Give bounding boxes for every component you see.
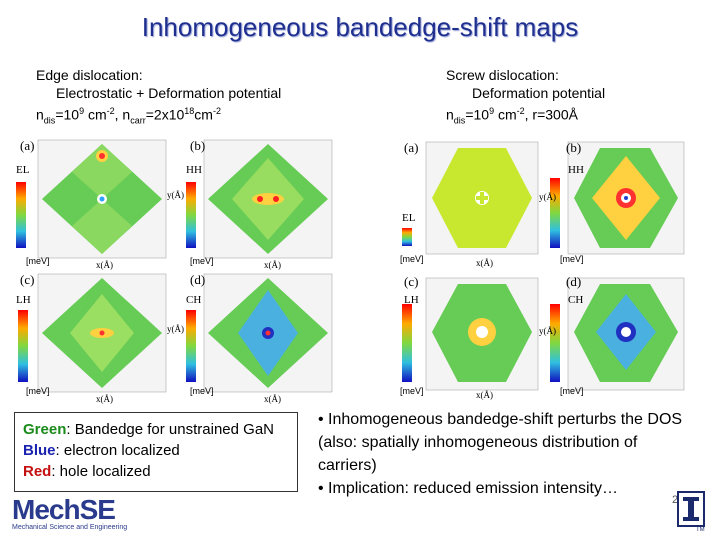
panel-a-el-screw (402, 141, 539, 255)
left-axis-x-b: x(Å) (264, 260, 281, 270)
right-unit-b: [meV] (560, 254, 584, 264)
legend-blue: Blue: electron localized (23, 442, 180, 459)
right-axis-y-c: y(Å) (539, 326, 556, 336)
right-panel-c-label: (c) (404, 274, 419, 289)
right-unit-c: [meV] (400, 386, 424, 396)
edge-dislocation-figure: (a) (b) (c) (d) EL HH LH CH [meV] [meV] … (14, 134, 342, 406)
panel-d-ch-screw (550, 277, 685, 391)
left-panel-b-label: (b) (190, 138, 206, 153)
right-caption: Screw dislocation: Deformation potential… (446, 66, 605, 129)
panel-c-lh-screw (402, 277, 539, 391)
panel-a-el (16, 139, 167, 259)
left-axis-x-ab: x(Å) (96, 260, 113, 270)
left-axis-y-c: y(Å) (167, 324, 184, 334)
left-unit-d: [meV] (190, 386, 214, 396)
left-caption-line2: Electrostatic + Deformation potential (56, 85, 282, 101)
right-hh-band-label: HH (568, 164, 584, 176)
mechse-logo: MechSE Mechanical Science and Engineerin… (12, 496, 142, 534)
left-unit-a: [meV] (26, 256, 50, 266)
left-caption-line1: Edge dislocation: (36, 67, 143, 83)
right-lh-band-label: LH (404, 294, 419, 306)
right-axis-y-a: y(Å) (539, 192, 556, 202)
right-panel-a-label: (a) (404, 140, 419, 155)
right-ch-band-label: CH (568, 294, 584, 306)
left-panel-a-label: (a) (20, 138, 35, 153)
right-panel-d-label: (d) (566, 274, 582, 289)
right-caption-line1: Screw dislocation: (446, 67, 559, 83)
left-hh-band-label: HH (186, 164, 202, 176)
screw-dislocation-figure: (a) (b) (c) (d) EL HH LH CH [meV] [meV] … (398, 134, 698, 400)
left-axis-y-a: y(Å) (167, 190, 184, 200)
left-lh-band-label: LH (16, 294, 31, 306)
panel-b-hh (186, 139, 333, 259)
left-panel-d-label: (d) (190, 272, 206, 287)
legend-green: Green: Bandedge for unstrained GaN (23, 421, 274, 438)
left-caption: Edge dislocation: Electrostatic + Deform… (36, 66, 281, 129)
right-unit-d: [meV] (560, 386, 584, 396)
illinois-tm-mark: TM (696, 527, 705, 532)
bullet-item-1: • Inhomogeneous bandedge-shift perturbs … (318, 411, 683, 474)
left-ch-band-label: CH (186, 294, 202, 306)
right-caption-line3: ndis=109 cm-2, r=300Å (446, 106, 578, 126)
panel-d-ch (186, 273, 333, 393)
right-unit-a: [meV] (400, 254, 424, 264)
left-axis-x-c: x(Å) (96, 394, 113, 404)
illinois-block-i-icon: TM (677, 491, 705, 532)
right-panel-b-label: (b) (566, 140, 582, 155)
right-axis-x-c: x(Å) (476, 390, 493, 400)
left-unit-c: [meV] (26, 386, 50, 396)
legend-red: Red: hole localized (23, 463, 151, 480)
right-axis-x-a: x(Å) (476, 258, 493, 268)
panel-b-hh-screw (550, 141, 685, 255)
mechse-logo-subtitle: Mechanical Science and Engineering (12, 524, 128, 531)
right-caption-line2: Deformation potential (472, 85, 606, 101)
right-el-band-label: EL (402, 212, 416, 224)
screw-dislocation-maps-svg (402, 141, 685, 391)
left-panel-c-label: (c) (20, 272, 35, 287)
panel-c-lh (18, 273, 167, 393)
slide-title: Inhomogeneous bandedge-shift maps (141, 12, 579, 42)
left-caption-line3: ndis=109 cm-2, ncarr=2x1018cm-2 (36, 106, 221, 126)
left-unit-b: [meV] (190, 256, 214, 266)
color-legend-box: Green: Bandedge for unstrained GaN Blue:… (14, 412, 298, 492)
left-el-band-label: EL (16, 164, 30, 176)
edge-dislocation-maps-svg (16, 139, 333, 393)
left-axis-x-d: x(Å) (264, 394, 281, 404)
bullet-list: • Inhomogeneous bandedge-shift perturbs … (318, 408, 698, 500)
mechse-logo-word: MechSE (12, 494, 116, 525)
bullet-item-2: • Implication: reduced emission intensit… (318, 480, 618, 497)
